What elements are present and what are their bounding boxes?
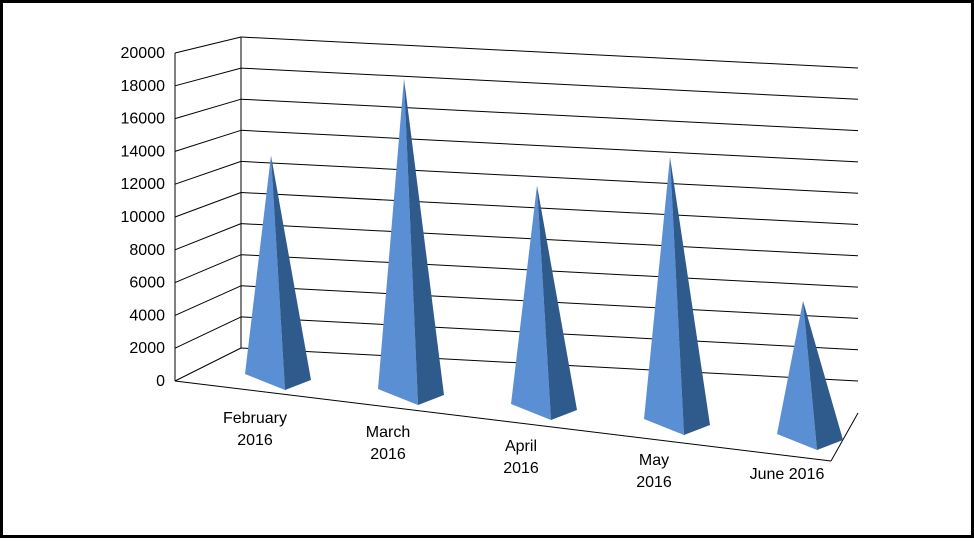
x-category-label: February (223, 410, 287, 427)
side-gridline (174, 98, 242, 120)
side-gridline (174, 160, 242, 185)
y-tick-label: 10000 (121, 209, 166, 226)
y-tick-label: 16000 (121, 111, 166, 128)
side-gridline (174, 192, 242, 218)
x-category-label: April (505, 438, 537, 455)
y-tick-label: 0 (156, 373, 165, 390)
back-gridline (240, 129, 859, 163)
y-tick-label: 12000 (121, 176, 166, 193)
side-gridline (174, 316, 242, 349)
y-tick-label: 4000 (129, 307, 165, 324)
y-tick-label: 14000 (121, 143, 166, 160)
y-tick-label: 2000 (129, 340, 165, 357)
side-gridline (174, 347, 242, 382)
pyramid-chart: 0 2000 4000 6000 8000 10000 12000 14000 16000 180… (121, 36, 859, 491)
pyramid-bar-side (404, 78, 444, 405)
side-gridline (174, 223, 242, 251)
side-gridline (174, 36, 242, 54)
x-category-label: May (639, 452, 669, 469)
pyramid-bar (644, 156, 684, 435)
floor-front-edge (174, 380, 832, 462)
y-tick-label: 6000 (129, 275, 165, 292)
y-tick-label: 20000 (121, 45, 166, 62)
pyramid-bar-side (537, 185, 577, 420)
pyramid-bar-side (803, 300, 843, 450)
back-gridline (240, 160, 859, 194)
pyramid-bar-side (670, 156, 710, 435)
x-category-label: 2016 (237, 432, 273, 449)
back-gridline (240, 223, 859, 257)
x-category-label: June 2016 (750, 466, 825, 483)
pyramid-bar (511, 185, 551, 420)
back-gridline (240, 36, 859, 69)
side-gridline (174, 67, 242, 87)
pyramid-bar (378, 78, 418, 405)
pyramid-bar (245, 155, 285, 390)
pyramid-bar (777, 300, 817, 450)
x-category-label: 2016 (370, 446, 406, 463)
back-gridline (240, 192, 859, 225)
back-gridline (240, 67, 859, 100)
x-category-label: 2016 (636, 474, 672, 491)
y-tick-label: 18000 (121, 78, 166, 95)
back-gridline (240, 98, 859, 132)
floor-right-edge (830, 412, 859, 462)
side-gridline (174, 254, 242, 284)
x-category-label: March (366, 424, 410, 441)
side-gridline (174, 285, 242, 316)
pyramid-bar-side (271, 155, 311, 390)
y-tick-label: 8000 (129, 242, 165, 259)
side-gridline (174, 129, 242, 152)
x-category-label: 2016 (503, 460, 539, 477)
